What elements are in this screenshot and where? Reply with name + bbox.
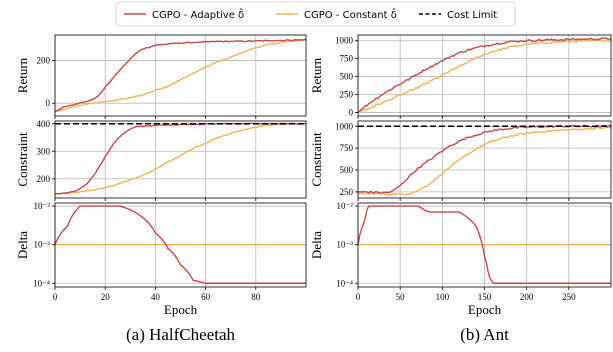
series-line-constant [55,122,306,195]
x-tick-label: 200 [520,292,534,302]
axes-frame [54,120,307,199]
axes-frame [54,34,307,117]
panel-caption: (a) HalfCheetah [126,325,236,344]
legend: CGPO - Adaptive δ̂ CGPO - Constant δ̂ Cost… [115,1,516,27]
y-tick-label: 10⁻⁴ [33,278,50,288]
x-tick-label: 0 [356,292,361,302]
y-tick-label: 200 [37,56,51,66]
subplot-return: 0 250 500 750 1000 Return [309,34,612,119]
y-tick-label: 500 [340,72,354,82]
y-tick-label: 300 [37,146,51,156]
axes-frame [54,202,307,288]
panel-ant: 02505007501000Return2505007501000Constra… [309,34,612,344]
legend-label-2: Cost Limit [447,10,497,21]
series-line-constant [358,126,611,196]
y-tick-label: 500 [340,165,354,175]
y-tick-label: 750 [340,143,354,153]
y-tick-label: 1000 [335,36,354,46]
series-line-adaptive [55,38,306,113]
x-axis-label: Epoch [164,302,198,317]
y-axis-label: Return [309,57,324,93]
legend-box [115,1,516,27]
chart-panels: 0200Return200300400Constraint10⁻⁴10⁻³10⁻… [15,34,612,344]
legend-entry-1: CGPO - Constant δ̂ [276,7,397,21]
x-tick-label: 60 [201,292,211,302]
x-tick-label: 250 [562,292,576,302]
y-axis-label: Delta [15,231,30,259]
x-tick-label: 50 [396,292,406,302]
subplot-constraint: 250 500 750 1000 Constraint [309,120,612,201]
x-tick-label: 150 [478,292,492,302]
y-tick-label: 400 [37,119,51,129]
x-axis-label: Epoch [468,302,502,317]
subplot-delta: 10⁻⁴ 10⁻³ 10⁻² Delta [309,201,612,290]
x-tick-label: 20 [101,292,111,302]
subplot-return: 0 200 Return [15,34,307,119]
y-tick-label: 250 [340,187,354,197]
series-line-adaptive [55,122,306,195]
y-tick-label: 200 [37,174,51,184]
legend-label-1: CGPO - Constant δ̂ [304,7,397,21]
y-tick-label: 750 [340,54,354,64]
y-tick-label: 10⁻³ [34,240,51,250]
subplot-constraint: 200 300 400 Constraint [15,119,307,201]
series-line-adaptive [55,205,306,284]
y-tick-label: 0 [46,98,51,108]
x-tick-label: 40 [151,292,161,302]
y-tick-label: 10⁻² [337,201,354,211]
x-tick-label: 100 [436,292,450,302]
series-line-constant [358,39,611,114]
series-line-adaptive [358,205,611,284]
y-tick-label: 1000 [335,121,354,131]
y-tick-label: 0 [349,107,354,117]
y-tick-label: 10⁻⁴ [336,278,353,288]
series-line-constant [55,39,306,113]
x-tick-label: 0 [53,292,58,302]
y-tick-label: 10⁻² [34,201,51,211]
subplot-delta: 10⁻⁴ 10⁻³ 10⁻² Delta [15,201,307,290]
y-tick-label: 10⁻³ [337,240,354,250]
x-tick-label: 80 [251,292,261,302]
y-axis-label: Delta [309,231,324,259]
y-axis-label: Constraint [15,132,30,187]
legend-label-0: CGPO - Adaptive δ̂ [152,7,244,21]
y-axis-label: Return [15,57,30,93]
panel-halfcheetah: 0200Return200300400Constraint10⁻⁴10⁻³10⁻… [15,34,307,344]
legend-entry-0: CGPO - Adaptive δ̂ [124,7,244,21]
series-line-adaptive [358,37,611,113]
y-axis-label: Constraint [309,132,324,187]
panel-caption: (b) Ant [460,325,509,344]
legend-entry-2: Cost Limit [419,10,497,21]
y-tick-label: 250 [340,89,354,99]
